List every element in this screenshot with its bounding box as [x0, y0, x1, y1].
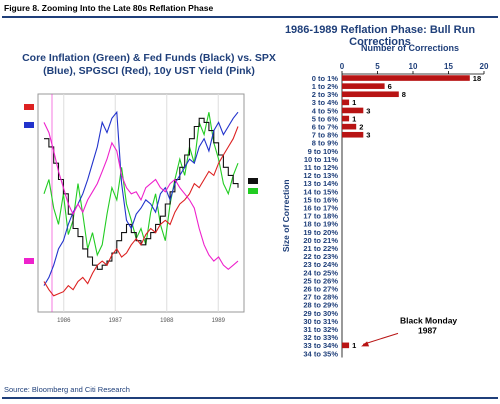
category-label: 18 to 19% [303, 220, 338, 229]
bar [342, 115, 350, 122]
bottom-rule [2, 397, 498, 399]
category-label: 13 to 14% [303, 179, 338, 188]
category-label: 11 to 12% [304, 163, 339, 172]
category-label: 30 to 31% [303, 317, 338, 326]
x-tick-label: 1988 [160, 318, 174, 324]
series-line-spgsci [43, 126, 239, 297]
category-label: 3 to 4% [312, 98, 339, 107]
series-line-core-inflation [43, 112, 239, 257]
category-label: 7 to 8% [312, 131, 339, 140]
category-label: 12 to 13% [303, 171, 338, 180]
category-label: 4 to 5% [312, 106, 339, 115]
data-label: 2 [359, 122, 363, 131]
category-label: 20 to 21% [303, 236, 338, 245]
category-label: 21 to 22% [303, 244, 338, 253]
annotation-text: Black Monday [400, 315, 457, 325]
category-label: 17 to 18% [303, 212, 338, 221]
x-tick-label: 1989 [212, 318, 226, 324]
bar [342, 123, 357, 130]
annotation-text: 1987 [418, 325, 437, 335]
data-label: 1 [352, 114, 356, 123]
x-tick-label: 20 [480, 62, 489, 71]
x-axis-label: Number of Corrections [360, 43, 459, 53]
category-label: 24 to 25% [303, 268, 338, 277]
category-label: 0 to 1% [312, 74, 339, 83]
annotation-arrow [362, 332, 399, 345]
category-label: 32 to 33% [303, 333, 338, 342]
annotation-arrowhead [361, 341, 370, 347]
category-label: 19 to 20% [303, 228, 338, 237]
axis-tag [248, 188, 258, 194]
left-chart-title: Core Inflation (Green) & Fed Funds (Blac… [22, 52, 276, 77]
data-label: 3 [366, 131, 370, 140]
top-rule [2, 16, 498, 18]
data-label: 6 [388, 82, 392, 91]
category-label: 29 to 30% [303, 309, 338, 318]
category-label: 31 to 32% [303, 325, 338, 334]
y-axis-label: Size of Correction [281, 179, 291, 252]
data-label: 1 [352, 341, 356, 350]
x-tick-label: 1987 [109, 318, 123, 324]
axis-tag [24, 104, 34, 110]
data-label: 18 [473, 74, 481, 83]
category-label: 9 to 10% [308, 147, 339, 156]
axis-tag [24, 122, 34, 128]
axis-tag [24, 258, 34, 264]
left-line-chart: 1986 1987 1988 1989 [24, 93, 258, 324]
category-label: 5 to 6% [312, 114, 339, 123]
plot-frame [37, 93, 245, 313]
x-tick-label: 0 [340, 62, 345, 71]
category-label: 16 to 17% [303, 203, 338, 212]
x-tick-label: 10 [409, 62, 418, 71]
bar [342, 131, 364, 138]
category-label: 25 to 26% [303, 276, 338, 285]
category-label: 6 to 7% [312, 122, 339, 131]
category-label: 8 to 9% [312, 139, 339, 148]
bar [342, 75, 470, 81]
category-label: 27 to 28% [303, 293, 338, 302]
data-label: 3 [366, 106, 370, 115]
category-label: 33 to 34% [303, 341, 338, 350]
category-label: 15 to 16% [303, 195, 338, 204]
series-line-10y-ust-yield [43, 122, 239, 271]
category-label: 23 to 24% [303, 260, 338, 269]
bar [342, 107, 364, 114]
category-label: 22 to 23% [303, 252, 338, 261]
bar [342, 83, 385, 89]
x-tick-label: 5 [375, 62, 380, 71]
category-label: 1 to 2% [312, 82, 339, 91]
x-tick-label: 1986 [57, 318, 71, 324]
figure-title: Figure 8. Zooming Into the Late 80s Refl… [4, 3, 214, 13]
data-label: 1 [352, 98, 356, 107]
bar [342, 99, 350, 106]
x-tick-label: 15 [444, 62, 453, 71]
category-label: 14 to 15% [303, 187, 338, 196]
category-label: 10 to 11% [304, 155, 339, 164]
category-label: 28 to 29% [303, 301, 338, 310]
source-note: Source: Bloomberg and Citi Research [4, 385, 130, 394]
right-chart-title: 1986-1989 Reflation Phase: Bull Run Corr… [284, 24, 476, 48]
category-label: 2 to 3% [312, 90, 339, 99]
axis-tag [248, 178, 258, 184]
data-label: 8 [402, 90, 406, 99]
bar [342, 91, 399, 98]
bar [342, 342, 350, 349]
category-label: 34 to 35% [303, 349, 338, 358]
category-label: 26 to 27% [303, 284, 338, 293]
